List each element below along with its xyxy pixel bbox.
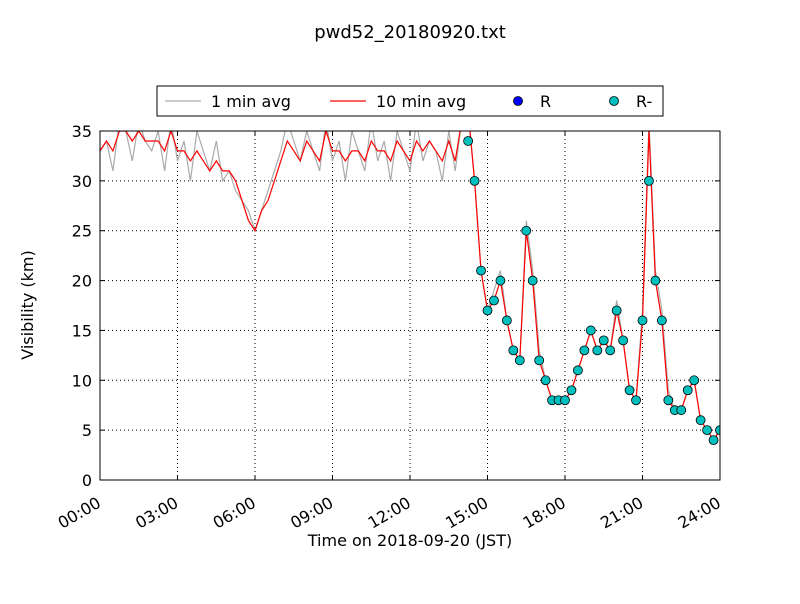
data-point	[644, 175, 654, 186]
data-point	[534, 355, 545, 366]
data-point	[624, 385, 635, 396]
data-point	[695, 415, 706, 426]
plot-frame	[99, 130, 721, 481]
plot-area	[100, 131, 720, 446]
x-axis-label: Time on 2018-09-20 (JST)	[307, 531, 512, 550]
data-point	[631, 395, 641, 406]
data-point	[585, 325, 596, 336]
data-point	[656, 315, 667, 326]
data-point	[489, 295, 499, 306]
x-tick-label: 06:00	[210, 493, 259, 533]
data-point	[637, 315, 648, 326]
x-tick-label: 03:00	[132, 493, 181, 533]
data-point	[495, 275, 506, 286]
data-point	[663, 395, 674, 406]
data-point	[715, 425, 720, 436]
data-point	[463, 136, 474, 146]
data-point	[605, 345, 616, 356]
data-point	[611, 305, 622, 316]
data-point	[702, 425, 712, 436]
data-point	[592, 345, 603, 356]
data-point	[682, 385, 693, 396]
legend-swatch	[513, 96, 523, 106]
x-tick-label: 00:00	[55, 493, 104, 533]
y-tick-label: 5	[82, 421, 92, 440]
x-tick-label: 09:00	[287, 493, 336, 533]
data-point	[579, 345, 590, 356]
y-tick-label: 20	[72, 272, 92, 291]
data-point	[676, 405, 687, 416]
data-point	[482, 305, 493, 316]
data-point	[527, 275, 538, 286]
data-point	[560, 395, 570, 406]
data-point	[514, 355, 525, 366]
legend-label: R-	[636, 92, 652, 111]
data-point	[469, 175, 480, 186]
x-tick-label: 12:00	[365, 493, 414, 533]
data-point	[501, 315, 512, 326]
data-point	[708, 435, 719, 446]
legend-label: 10 min avg	[376, 92, 466, 111]
data-line	[100, 131, 720, 442]
x-tick-label: 18:00	[520, 493, 569, 533]
data-point	[566, 385, 577, 396]
x-tick-label: 15:00	[442, 493, 491, 533]
data-point	[689, 375, 700, 386]
y-tick-label: 15	[72, 321, 92, 340]
data-point	[598, 335, 609, 346]
y-tick-label: 30	[72, 172, 92, 191]
data-point	[618, 335, 629, 346]
x-tick-label: 21:00	[597, 493, 646, 533]
x-tick-label: 24:00	[675, 493, 724, 533]
legend-swatch	[609, 96, 619, 106]
y-tick-label: 35	[72, 122, 92, 141]
data-point	[521, 225, 532, 236]
data-point	[650, 275, 661, 286]
y-tick-label: 10	[72, 371, 92, 390]
legend-label: R	[540, 92, 551, 111]
y-tick-label: 0	[82, 471, 92, 490]
data-point	[540, 375, 551, 386]
legend-box	[156, 85, 664, 117]
data-point	[508, 345, 519, 356]
data-point	[573, 365, 583, 376]
y-axis-label: Visibility (km)	[18, 250, 37, 359]
chart-title: pwd52_20180920.txt	[314, 22, 506, 43]
legend-label: 1 min avg	[211, 92, 291, 111]
y-tick-label: 25	[72, 222, 92, 241]
data-point	[476, 265, 486, 276]
